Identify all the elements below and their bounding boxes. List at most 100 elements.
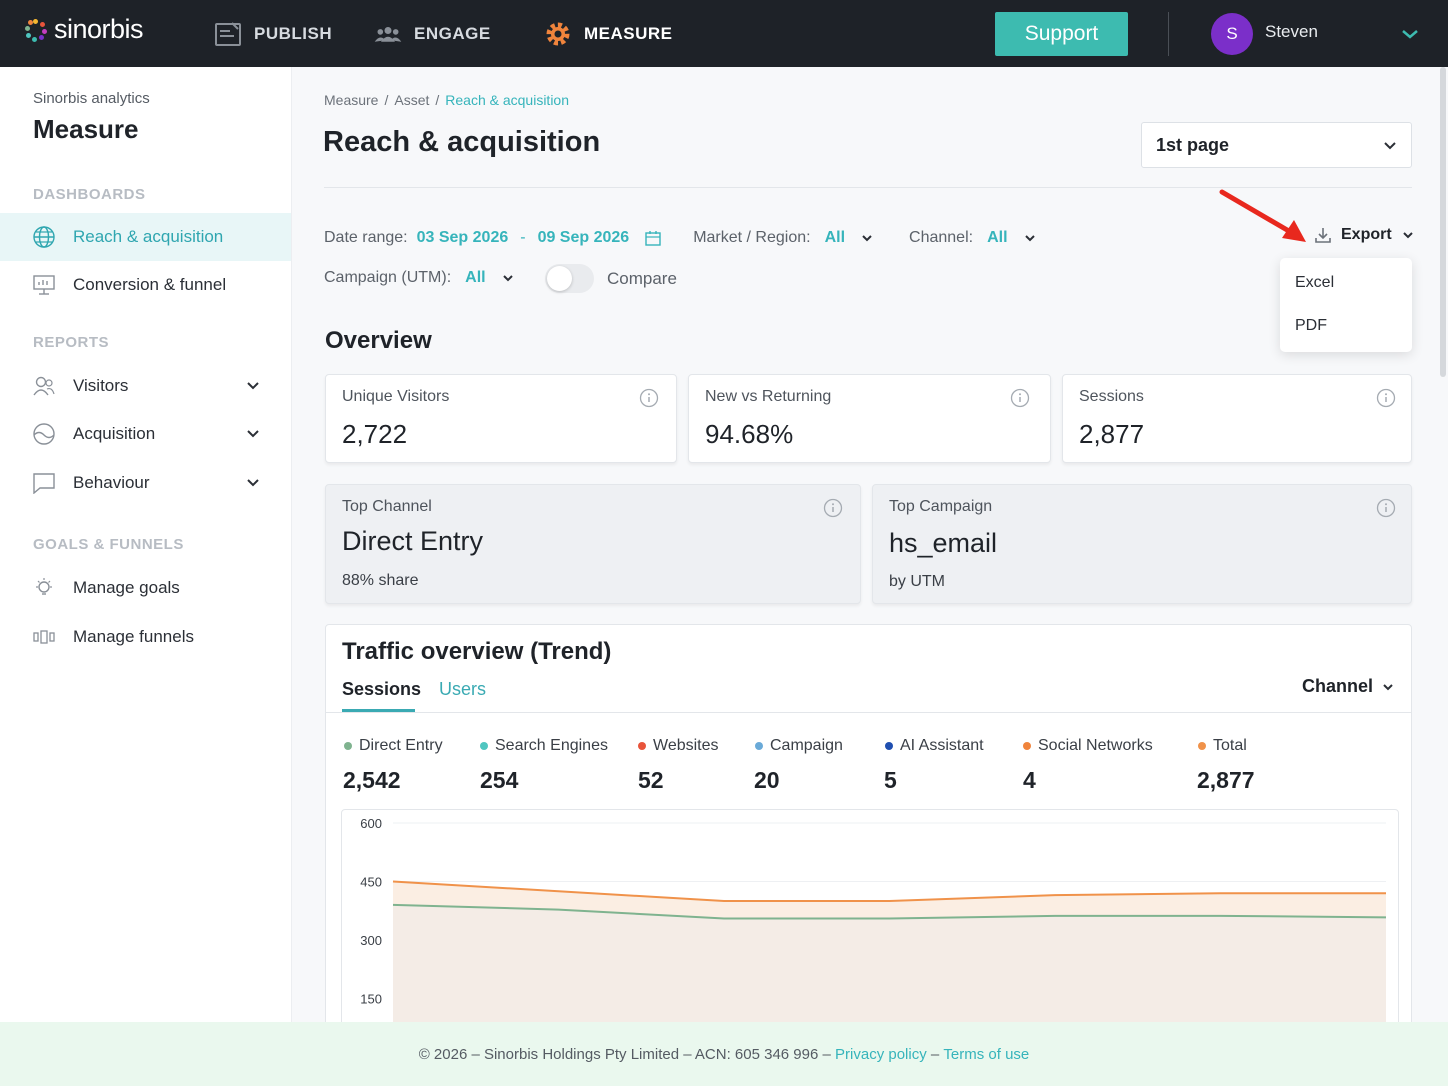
page-select[interactable]: 1st page — [1141, 122, 1412, 168]
avatar[interactable]: S — [1211, 13, 1253, 55]
legend-dot — [344, 742, 352, 750]
footer-text: © 2026 – Sinorbis Holdings Pty Limited –… — [418, 1045, 831, 1063]
sidebar-item-manage-funnels[interactable]: Manage funnels — [0, 613, 291, 661]
legend-item[interactable]: Direct Entry — [344, 737, 443, 755]
y-tick-label: 450 — [360, 875, 382, 890]
legend-value: 20 — [754, 767, 780, 793]
legend-item[interactable]: Social Networks — [1023, 737, 1153, 755]
nav-engage[interactable]: ENGAGE — [374, 0, 491, 67]
area-fill-direct-entry — [393, 904, 1386, 1043]
visitors-icon — [33, 375, 55, 397]
chevron-down-icon[interactable] — [243, 472, 263, 492]
chevron-down-icon[interactable] — [243, 423, 263, 443]
date-from[interactable]: 03 Sep 2026 — [416, 229, 509, 246]
privacy-policy-link[interactable]: Privacy policy — [835, 1045, 927, 1063]
chevron-down-icon[interactable] — [243, 375, 263, 395]
export-button[interactable]: Export — [1314, 226, 1415, 244]
sidebar-item-label: Reach & acquisition — [73, 227, 224, 246]
nav-publish[interactable]: PUBLISH — [214, 0, 332, 67]
channel-label: Channel: — [909, 229, 974, 246]
sidebar-item-conversion-funnel[interactable]: Conversion & funnel — [0, 261, 291, 309]
logo-mark-icon — [24, 18, 48, 42]
info-icon[interactable] — [639, 388, 659, 408]
legend-item[interactable]: AI Assistant — [885, 737, 984, 755]
breadcrumb-item[interactable]: Measure — [324, 92, 379, 108]
tab-users[interactable]: Users — [439, 679, 487, 699]
sidebar: Sinorbis analytics Measure DASHBOARDS Re… — [0, 67, 292, 1022]
support-button[interactable]: Support — [995, 12, 1128, 56]
nav-measure-label: MEASURE — [584, 23, 673, 43]
chevron-down-icon[interactable] — [1022, 230, 1038, 246]
tab-sessions[interactable]: Sessions — [342, 679, 422, 699]
footer-separator: – — [930, 1045, 940, 1063]
overview-title: Overview — [325, 327, 432, 354]
publish-icon — [214, 21, 242, 47]
legend-label: Search Engines — [495, 737, 608, 754]
legend-item[interactable]: Total — [1198, 737, 1247, 755]
info-icon[interactable] — [1376, 498, 1396, 518]
legend-dot — [885, 742, 893, 750]
info-icon[interactable] — [1010, 388, 1030, 408]
y-tick-label: 600 — [360, 816, 382, 831]
sidebar-item-behaviour[interactable]: Behaviour — [0, 459, 291, 507]
legend-value: 5 — [884, 767, 897, 793]
chevron-down-icon[interactable] — [859, 230, 875, 246]
legend-dot — [755, 742, 763, 750]
user-name[interactable]: Steven — [1265, 22, 1318, 41]
info-icon[interactable] — [1376, 388, 1396, 408]
chevron-down-icon — [1401, 228, 1415, 242]
legend-value: 254 — [480, 767, 519, 793]
nav-publish-label: PUBLISH — [254, 23, 333, 43]
highlight-card-top-campaign: Top Campaign hs_email by UTM — [872, 484, 1412, 604]
y-tick-label: 150 — [360, 992, 382, 1007]
footer: © 2026 – Sinorbis Holdings Pty Limited –… — [0, 1022, 1448, 1086]
kpi-value: 2,722 — [342, 419, 408, 449]
red-arrow-annotation — [1219, 189, 1306, 242]
sinorbis-logo[interactable]: sinorbis — [24, 14, 144, 45]
kpi-card-sessions: Sessions 2,877 — [1062, 374, 1412, 463]
legend-item[interactable]: Campaign — [755, 737, 843, 755]
breadcrumb-item[interactable]: Asset — [394, 92, 430, 108]
group-by-value: Channel — [1302, 676, 1374, 696]
date-to[interactable]: 09 Sep 2026 — [537, 229, 630, 246]
calendar-icon[interactable] — [645, 230, 661, 246]
legend-label: Campaign — [770, 737, 843, 754]
kpi-card-new-vs-returning: New vs Returning 94.68% — [688, 374, 1051, 463]
legend-label: AI Assistant — [900, 737, 984, 754]
sidebar-item-acquisition[interactable]: Acquisition — [0, 410, 291, 458]
presentation-icon — [33, 274, 55, 296]
compare-toggle[interactable] — [545, 264, 594, 293]
page-scrollbar[interactable] — [1440, 67, 1446, 377]
kpi-label: Sessions — [1079, 388, 1144, 405]
chevron-down-icon — [1381, 680, 1395, 694]
terms-of-use-link[interactable]: Terms of use — [943, 1045, 1030, 1063]
legend-label: Direct Entry — [359, 737, 443, 754]
sidebar-item-reach-acquisition[interactable]: Reach & acquisition — [0, 213, 291, 261]
chevron-down-icon[interactable] — [500, 270, 516, 286]
date-range-label: Date range: — [324, 229, 408, 246]
sidebar-item-visitors[interactable]: Visitors — [0, 362, 291, 410]
campaign-value[interactable]: All — [465, 269, 486, 286]
legend-value: 4 — [1023, 767, 1036, 793]
export-option-pdf[interactable]: PDF — [1295, 317, 1327, 334]
nav-measure[interactable]: MEASURE — [544, 0, 673, 67]
chevron-down-icon[interactable] — [1398, 22, 1422, 46]
breadcrumb-separator: / — [435, 92, 440, 108]
date-separator: - — [520, 229, 526, 246]
funnel-icon — [33, 626, 55, 648]
legend-item[interactable]: Search Engines — [480, 737, 608, 755]
legend-label: Social Networks — [1038, 737, 1153, 754]
topbar-divider — [1168, 12, 1169, 56]
info-icon[interactable] — [823, 498, 843, 518]
channel-value[interactable]: All — [987, 229, 1008, 246]
globe-icon — [33, 226, 55, 248]
acquisition-icon — [33, 423, 55, 445]
market-region-value[interactable]: All — [824, 229, 846, 246]
highlight-sub: by UTM — [889, 573, 945, 590]
section-goals-funnels: GOALS & FUNNELS — [33, 536, 184, 553]
group-by-select[interactable]: Channel — [1302, 676, 1395, 697]
legend-item[interactable]: Websites — [638, 737, 719, 755]
sidebar-item-manage-goals[interactable]: Manage goals — [0, 564, 291, 612]
export-option-excel[interactable]: Excel — [1295, 274, 1335, 291]
lightbulb-icon — [33, 577, 55, 599]
